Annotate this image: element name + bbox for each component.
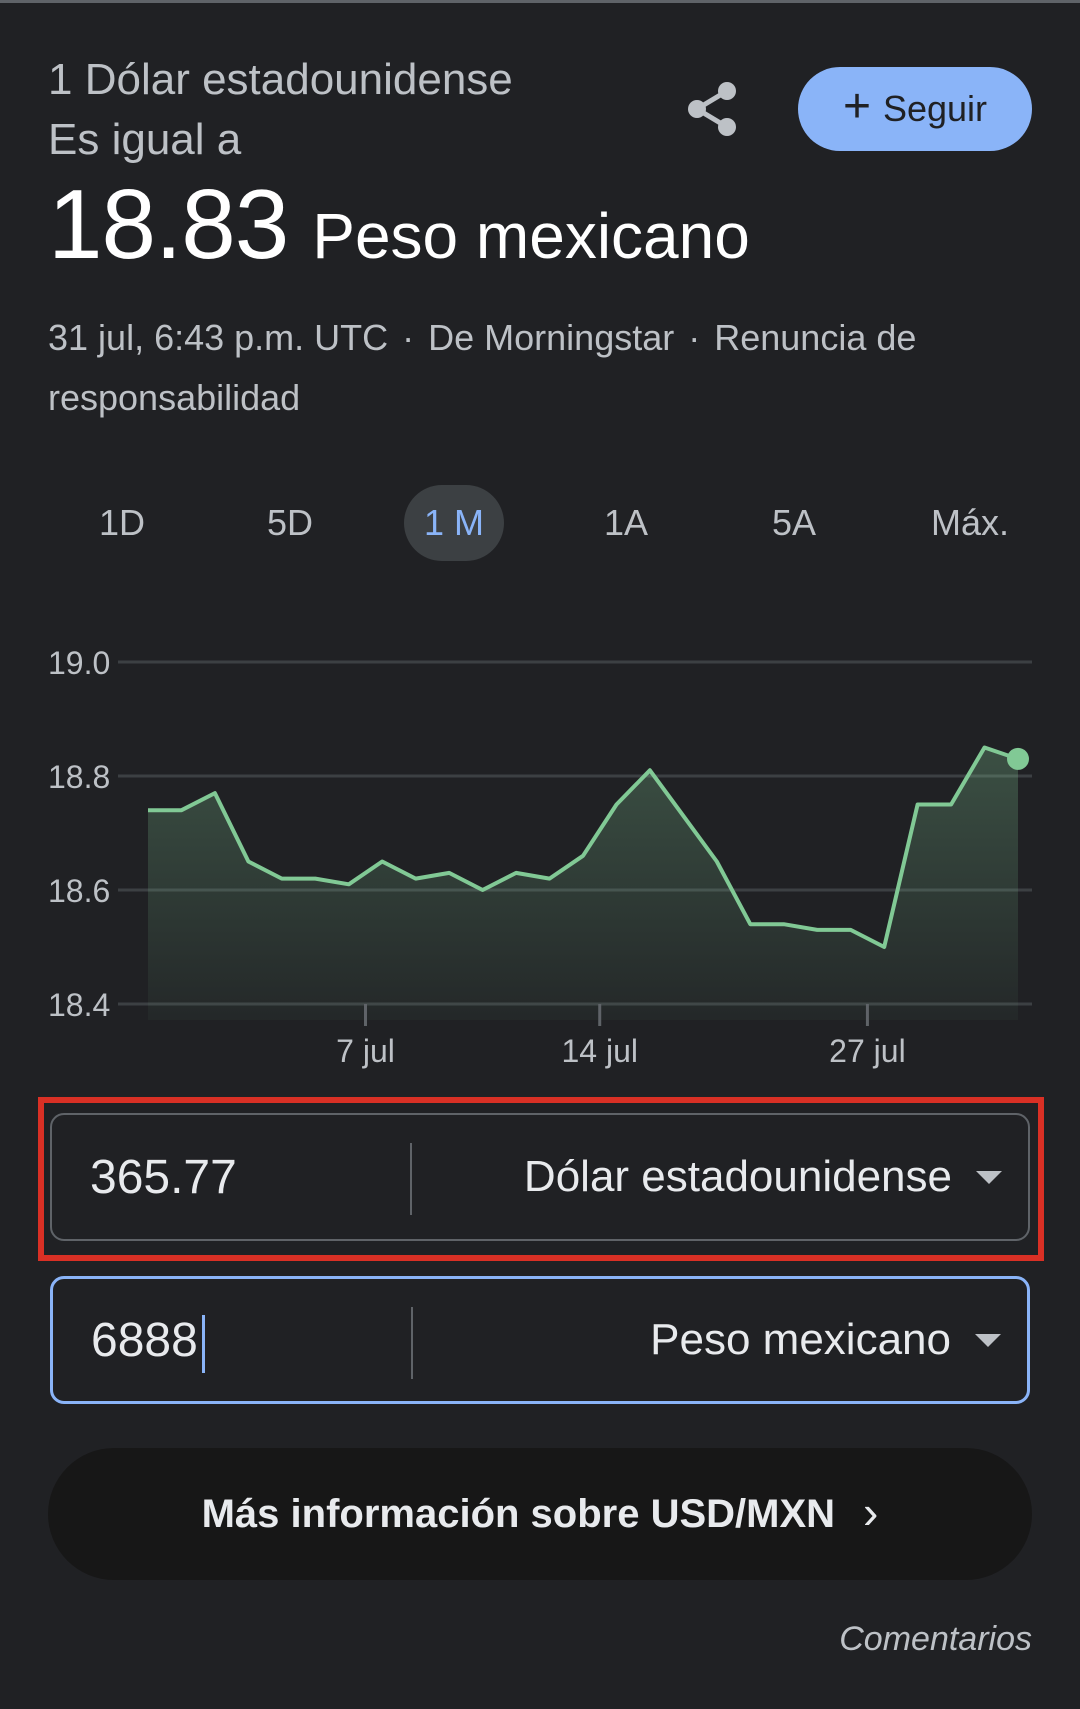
conversion-result: 18.83 Peso mexicano [48, 168, 750, 281]
tab-1a[interactable]: 1A [603, 502, 649, 543]
more-info-button[interactable]: Más información sobre USD/MXN › [48, 1448, 1032, 1580]
top-divider [0, 0, 1080, 3]
feedback-link[interactable]: Comentarios [839, 1620, 1032, 1658]
to-currency-select[interactable]: Peso mexicano [650, 1279, 1001, 1401]
tab-1m[interactable]: 1 M [404, 485, 504, 561]
x-tick-label: 27 jul [829, 1033, 906, 1069]
time-range-tabs: 1D 5D 1 M 1A 5A Máx. [48, 485, 1048, 561]
follow-label: Seguir [882, 88, 988, 129]
series-area [148, 747, 1018, 1020]
y-tick-label: 18.4 [48, 987, 110, 1023]
row-divider [410, 1143, 412, 1215]
y-tick-label: 18.6 [48, 873, 110, 909]
meta-separator: · [688, 317, 701, 358]
equals-label: Es igual a [48, 115, 242, 164]
exchange-rate-chart[interactable]: 19.0 18.8 18.6 18.4 7 jul 14 jul 27 jul [0, 620, 1080, 1070]
series-line [148, 745, 1019, 949]
dropdown-arrow-icon [975, 1333, 1001, 1347]
to-currency-label: Peso mexicano [650, 1315, 951, 1364]
quote-meta: 31 jul, 6:43 p.m. UTC · De Morningstar · Ren… [48, 308, 1048, 428]
tab-5d[interactable]: 5D [266, 502, 314, 543]
y-tick-label: 18.8 [48, 759, 110, 795]
share-button[interactable] [680, 76, 746, 142]
share-icon [688, 82, 736, 136]
from-currency-select[interactable]: Dólar estadounidense [524, 1115, 1002, 1239]
tab-1d[interactable]: 1D [98, 502, 146, 543]
x-tick-label: 14 jul [561, 1033, 638, 1069]
text-cursor [202, 1315, 205, 1373]
from-currency-row: Dólar estadounidense [50, 1113, 1030, 1241]
follow-button[interactable]: + Seguir [798, 67, 1032, 151]
y-tick-label: 19.0 [48, 645, 110, 681]
disclaimer-link[interactable]: Renuncia de responsabilidad [48, 317, 917, 418]
meta-separator: · [402, 317, 415, 358]
more-info-label: Más información sobre USD/MXN [201, 1491, 836, 1536]
from-amount-label: 1 Dólar estadounidense [48, 55, 513, 104]
from-currency-label: Dólar estadounidense [523, 1152, 952, 1201]
timestamp: 31 jul, 6:43 p.m. UTC [48, 317, 389, 358]
from-amount-input[interactable] [90, 1115, 410, 1239]
result-currency: Peso mexicano [312, 200, 750, 272]
conversion-header: 1 Dólar estadounidense Es igual a [48, 50, 708, 170]
plus-icon: + [842, 80, 871, 133]
to-currency-row: Peso mexicano [50, 1276, 1030, 1404]
to-amount-input[interactable] [91, 1279, 411, 1401]
result-value: 18.83 [48, 169, 289, 279]
row-divider [411, 1307, 413, 1379]
chevron-right-icon: › [863, 1486, 879, 1538]
tab-5a[interactable]: 5A [771, 502, 817, 543]
dropdown-arrow-icon [976, 1170, 1002, 1184]
tab-max[interactable]: Máx. [930, 502, 1009, 543]
source-label: De Morningstar [428, 317, 675, 358]
x-tick-label: 7 jul [336, 1033, 395, 1069]
current-point [1007, 747, 1029, 770]
